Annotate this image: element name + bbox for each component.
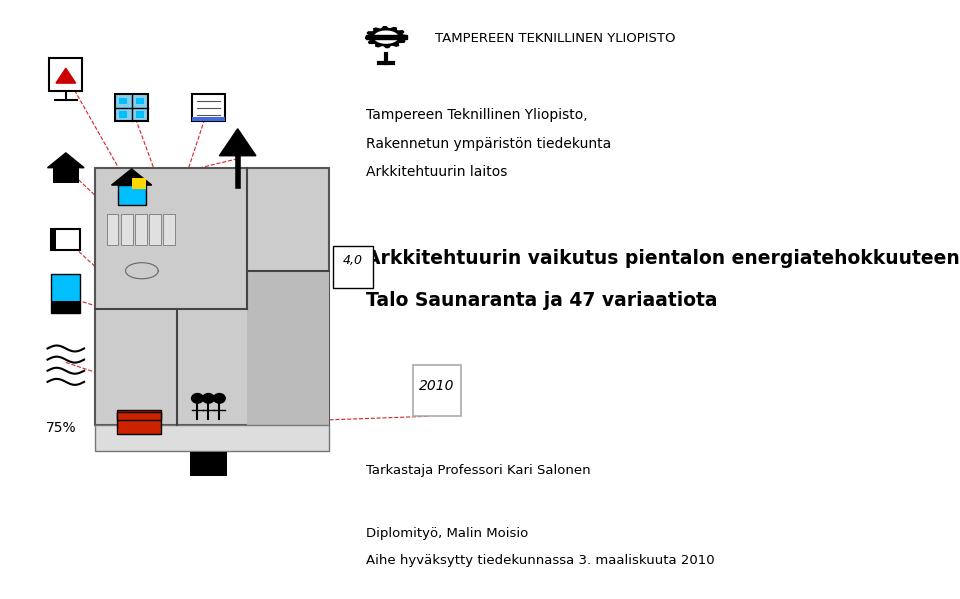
Bar: [51, 229, 81, 250]
Text: Arkkitehtuurin vaikutus pientalon energiatehokkuuteen,: Arkkitehtuurin vaikutus pientalon energi…: [366, 249, 960, 268]
Bar: [190, 452, 227, 476]
Text: TAMPEREEN TEKNILLINEN YLIOPISTO: TAMPEREEN TEKNILLINEN YLIOPISTO: [435, 32, 676, 46]
Polygon shape: [56, 68, 76, 83]
Bar: [192, 94, 225, 121]
Text: 75%: 75%: [45, 421, 76, 435]
Bar: [117, 410, 161, 434]
Text: Arkkitehtuurin laitos: Arkkitehtuurin laitos: [366, 165, 507, 179]
Bar: [163, 214, 175, 245]
Polygon shape: [374, 31, 397, 43]
Bar: [413, 365, 461, 416]
Text: Rakennetun ympäristön tiedekunta: Rakennetun ympäristön tiedekunta: [366, 137, 611, 150]
Text: 2010: 2010: [420, 379, 455, 393]
Bar: [95, 425, 329, 451]
Circle shape: [203, 394, 214, 403]
Polygon shape: [126, 263, 158, 279]
Bar: [132, 178, 146, 189]
Bar: [134, 214, 147, 245]
Text: Tarkastaja Professori Kari Salonen: Tarkastaja Professori Kari Salonen: [366, 464, 590, 477]
Bar: [119, 111, 128, 118]
Bar: [247, 271, 329, 425]
Bar: [149, 214, 160, 245]
Bar: [115, 94, 148, 121]
Bar: [49, 58, 83, 91]
Bar: [121, 214, 132, 245]
Polygon shape: [366, 27, 407, 47]
Circle shape: [213, 394, 226, 403]
Polygon shape: [48, 153, 84, 168]
Circle shape: [192, 394, 204, 403]
Bar: [51, 229, 56, 250]
Bar: [119, 98, 128, 104]
Text: 4,0: 4,0: [343, 254, 363, 267]
Bar: [107, 214, 118, 245]
Bar: [117, 412, 161, 420]
Text: Aihe hyväksytty tiedekunnassa 3. maaliskuuta 2010: Aihe hyväksytty tiedekunnassa 3. maalisk…: [366, 554, 714, 567]
Text: Tampereen Teknillinen Yliopisto,: Tampereen Teknillinen Yliopisto,: [366, 108, 588, 122]
Bar: [136, 111, 144, 118]
Polygon shape: [111, 169, 152, 185]
Bar: [53, 168, 79, 183]
Text: Diplomityö, Malin Moisio: Diplomityö, Malin Moisio: [366, 527, 528, 540]
Bar: [51, 274, 81, 313]
Bar: [136, 98, 144, 104]
Bar: [95, 168, 329, 425]
Bar: [333, 246, 372, 288]
Text: Talo Saunaranta ja 47 variaatiota: Talo Saunaranta ja 47 variaatiota: [366, 291, 717, 310]
Bar: [51, 301, 81, 313]
Bar: [117, 185, 146, 205]
Bar: [366, 35, 407, 40]
Bar: [192, 117, 225, 121]
Polygon shape: [220, 129, 256, 156]
